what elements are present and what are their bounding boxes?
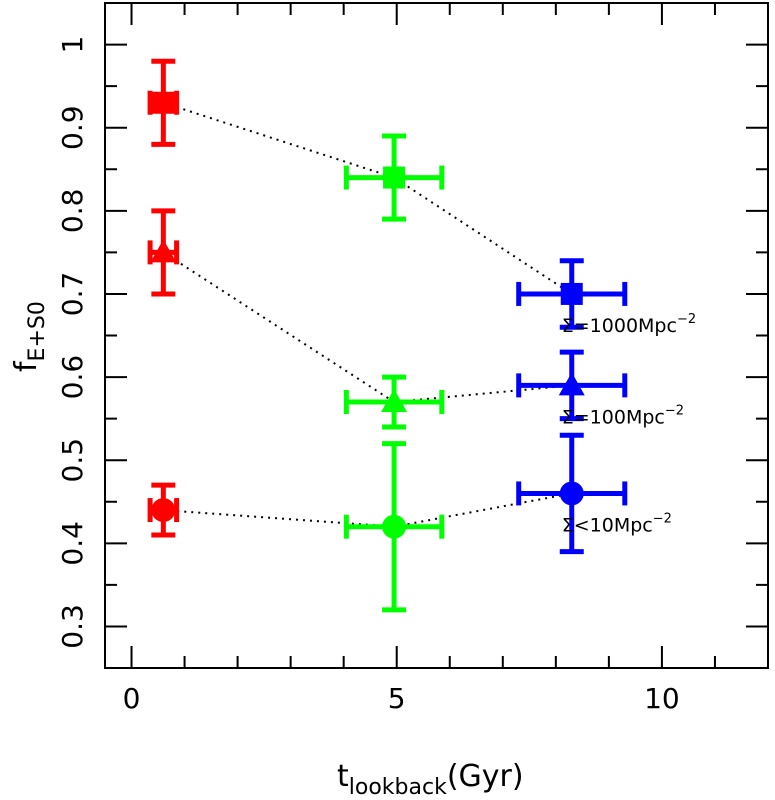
y-tick-label: 0.4 [56,521,89,566]
y-tick-label: 0.9 [56,105,89,150]
square-marker [152,91,175,114]
density-label-exponent: −2 [653,511,672,526]
x-axis-title-unit: (Gyr) [447,759,524,794]
connector-line [163,101,573,295]
circle-marker [382,514,407,539]
triangle-marker [381,389,408,412]
square-marker [383,166,406,189]
data-points-layer [147,58,628,613]
x-axis-title-main: t [337,759,349,794]
x-axis-title-sub: lookback [349,775,447,800]
y-tick-label: 0.7 [56,272,89,317]
x-tick-label: 5 [388,682,406,715]
y-axis-title-main: f [9,360,44,372]
y-tick-label: 0.6 [56,355,89,400]
density-label: Σ<10Mpc−2 [562,511,672,536]
triangle-marker [558,372,585,396]
density-label-text: Σ=100Mpc [562,406,665,428]
data-point-circle [343,441,445,613]
density-label: Σ=100Mpc−2 [562,403,684,428]
density-label-exponent: −2 [665,403,684,418]
y-tick-label: 0.8 [56,189,89,234]
data-point-circle [147,482,180,538]
square-marker [560,282,583,305]
y-tick-label: 1 [56,36,89,54]
y-axis-title: fE+S0 [9,301,50,372]
triangle-marker [150,239,177,263]
density-label-text: Σ<10Mpc [562,514,653,536]
y-axis-title-sub: E+S0 [25,301,50,361]
data-point-square [516,258,628,330]
density-label-text: Σ=1000Mpc [562,315,677,337]
data-point-square [147,58,180,147]
connector-line [163,492,572,528]
y-tick-label: 0.5 [56,438,89,483]
circle-marker [559,481,584,506]
annotations-layer: Σ=1000Mpc−2Σ=100Mpc−2Σ<10Mpc−2 [562,312,696,537]
x-tick-label: 10 [644,682,680,715]
connector-lines-layer [162,101,573,528]
density-label: Σ=1000Mpc−2 [562,312,696,337]
y-tick-label: 0.3 [56,604,89,649]
x-tick-label: 0 [123,682,141,715]
data-point-triangle [147,208,180,297]
data-point-square [343,133,445,222]
density-label-exponent: −2 [677,312,696,327]
x-axis-title: tlookback(Gyr) [337,759,524,800]
ticks-layer: 0 5 10 0.3 0.4 0.5 0.6 0.7 0.8 0.9 1 [56,3,769,715]
data-point-circle [516,432,628,555]
connector-line [162,251,572,404]
data-point-triangle [516,349,628,422]
circle-marker [151,498,176,523]
data-point-triangle [343,374,445,430]
